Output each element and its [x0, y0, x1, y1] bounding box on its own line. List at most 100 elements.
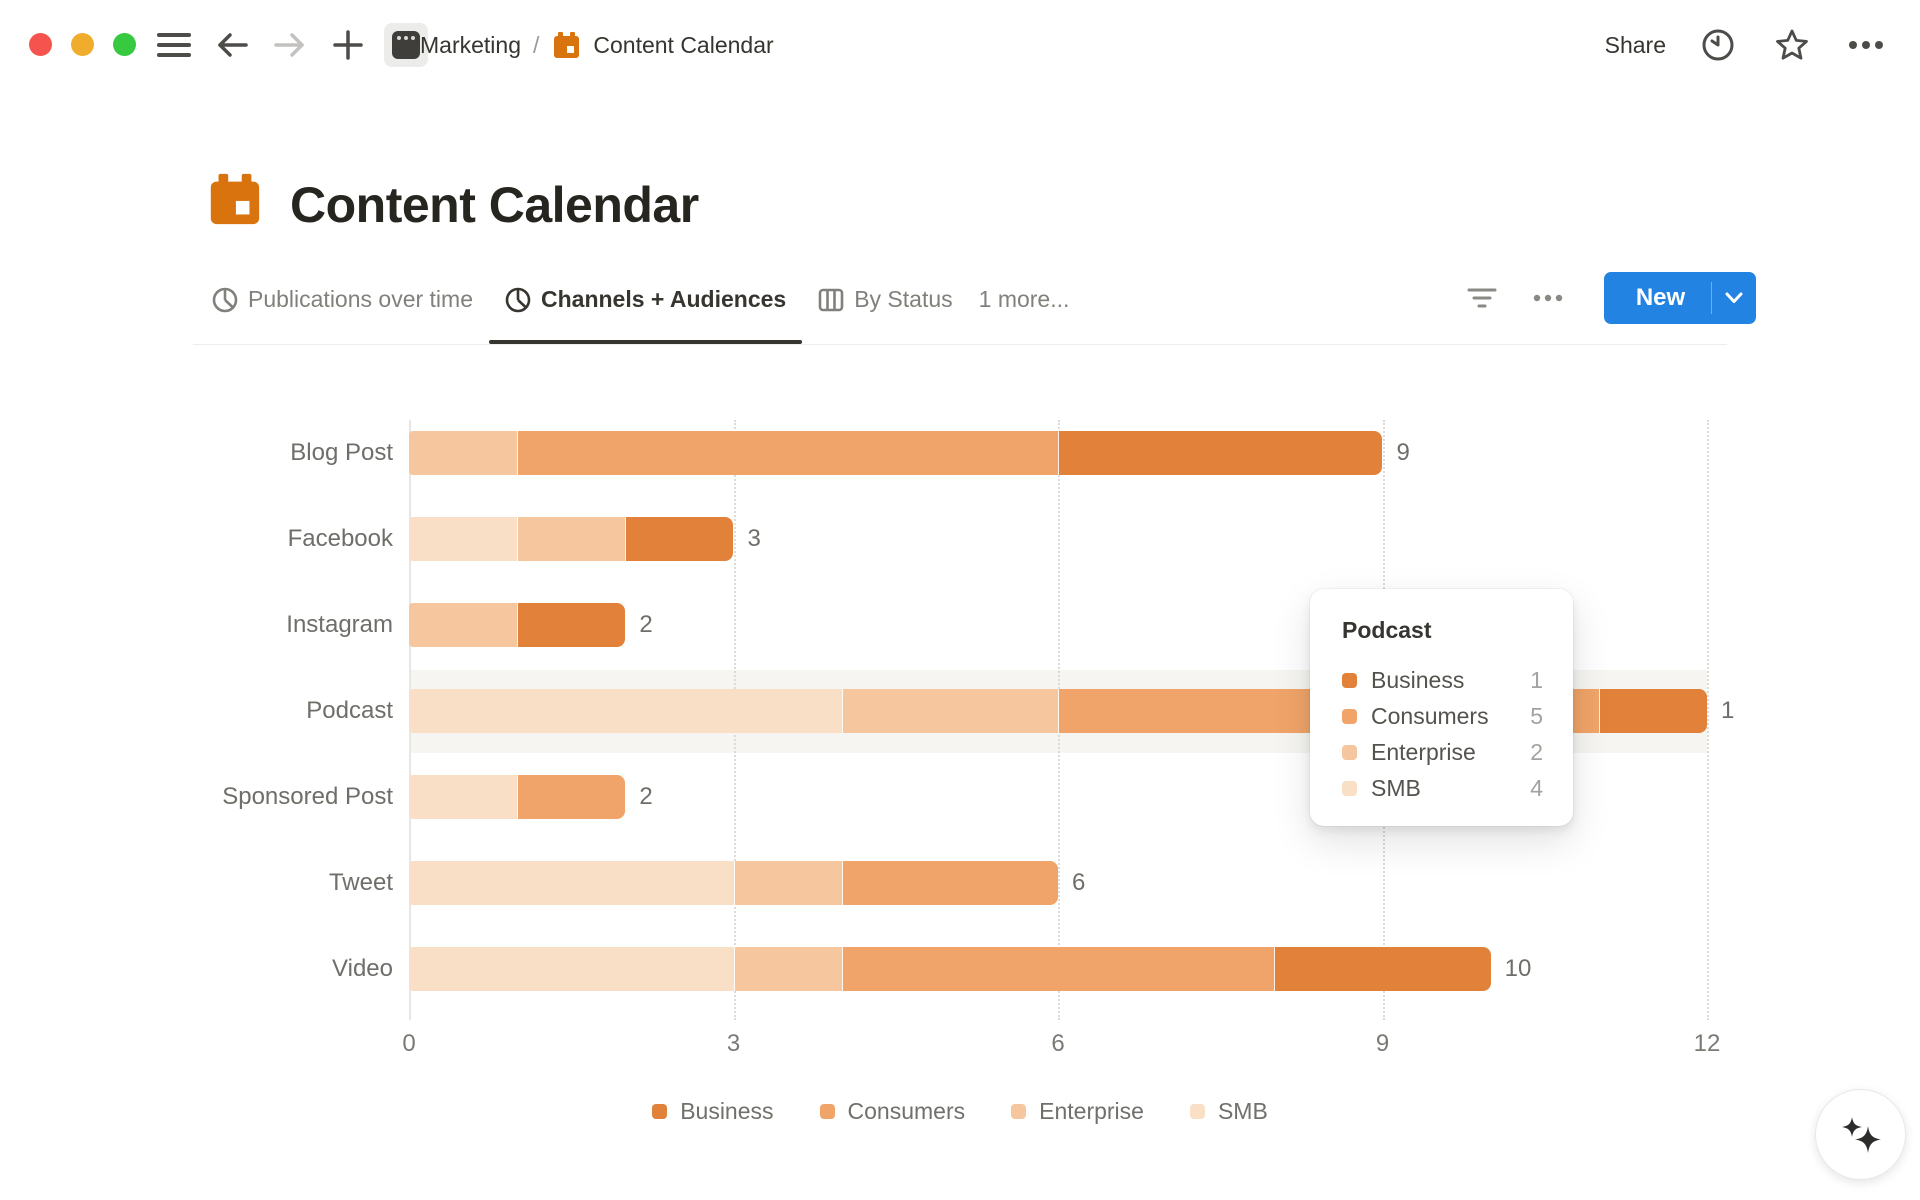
bar-segment-enterprise[interactable]	[733, 861, 842, 905]
series-swatch	[1342, 708, 1357, 724]
x-axis-tick: 0	[402, 1030, 416, 1057]
sidebar-menu-button[interactable]	[152, 23, 196, 67]
view-tabs: Publications over time Channels + Audien…	[196, 272, 1079, 344]
sparkles-icon	[1841, 1116, 1881, 1153]
bar-segment-enterprise[interactable]	[733, 947, 842, 991]
bar-value-label: 9	[1396, 439, 1410, 466]
bar-segment-business[interactable]	[1057, 431, 1383, 475]
bar-segment-business[interactable]	[1598, 689, 1707, 733]
breadcrumb-separator: /	[532, 31, 540, 58]
x-axis-tick: 3	[726, 1030, 741, 1057]
bar-video[interactable]	[409, 947, 1491, 991]
ai-assistant-button[interactable]	[1815, 1089, 1906, 1180]
bar-instagram[interactable]	[409, 603, 626, 647]
page-icon-button[interactable]	[205, 170, 263, 233]
bar-segment-consumers[interactable]	[841, 861, 1058, 905]
bar-segment-consumers[interactable]	[517, 775, 626, 819]
category-label: Tweet	[328, 869, 393, 896]
forward-button[interactable]	[268, 23, 312, 67]
bar-blog-post[interactable]	[409, 431, 1383, 475]
tab-publications-over-time[interactable]: Publications over time	[196, 272, 489, 327]
bar-segment-business[interactable]	[1274, 947, 1491, 991]
new-page-button[interactable]	[326, 23, 370, 67]
bar-segment-smb[interactable]	[409, 947, 734, 991]
legend-item-enterprise: Enterprise	[1011, 1098, 1144, 1125]
ellipsis-icon	[1849, 41, 1883, 49]
tooltip-series-label: SMB	[1371, 774, 1421, 801]
tooltip-title: Podcast	[1342, 617, 1432, 643]
bar-segment-consumers[interactable]	[517, 431, 1058, 475]
tooltip-row: Enterprise 2	[1342, 734, 1543, 770]
more-views-button[interactable]: 1 more...	[978, 286, 1070, 312]
legend-item-consumers: Consumers	[819, 1098, 966, 1125]
updates-button[interactable]	[1696, 23, 1740, 67]
gridline	[1707, 420, 1709, 1020]
close-window-icon[interactable]	[29, 33, 52, 56]
x-axis-tick: 6	[1051, 1030, 1065, 1057]
plus-icon	[333, 30, 363, 60]
breadcrumb: Marketing / Content Calendar	[420, 0, 774, 90]
bar-segment-consumers[interactable]	[841, 947, 1275, 991]
series-swatch	[1342, 672, 1357, 688]
tooltip-row: Consumers 5	[1342, 698, 1543, 734]
back-button[interactable]	[210, 23, 254, 67]
favorite-button[interactable]	[1770, 23, 1814, 67]
tooltip-series-value: 4	[1530, 774, 1543, 801]
bar-segment-enterprise[interactable]	[409, 431, 518, 475]
tab-label: Channels + Audiences	[541, 286, 787, 312]
more-options-button[interactable]	[1844, 23, 1888, 67]
bar-segment-smb[interactable]	[409, 517, 518, 561]
series-swatch	[1342, 780, 1357, 796]
bar-sponsored-post[interactable]	[409, 775, 626, 819]
workspace-icon-button[interactable]	[384, 23, 428, 67]
tab-label: By Status	[854, 286, 953, 312]
series-swatch	[819, 1104, 835, 1119]
bar-segment-smb[interactable]	[409, 689, 842, 733]
bar-value-label: 6	[1072, 869, 1086, 896]
zoom-window-icon[interactable]	[113, 33, 136, 56]
filter-icon	[1467, 288, 1497, 308]
chart-legend: Business Consumers Enterprise SMB	[0, 1098, 1920, 1125]
ellipsis-icon	[1533, 294, 1563, 302]
bar-segment-smb[interactable]	[409, 775, 518, 819]
bar-segment-enterprise[interactable]	[409, 603, 518, 647]
bar-segment-enterprise[interactable]	[841, 689, 1058, 733]
filter-button[interactable]	[1460, 276, 1504, 320]
bar-segment-business[interactable]	[625, 517, 734, 561]
view-options-button[interactable]	[1526, 276, 1570, 320]
bar-value-label: 2	[639, 611, 653, 638]
new-button[interactable]: New	[1604, 272, 1756, 324]
bar-segment-enterprise[interactable]	[517, 517, 626, 561]
series-swatch	[652, 1104, 668, 1119]
bar-segment-business[interactable]	[517, 603, 626, 647]
legend-label: Enterprise	[1039, 1098, 1144, 1124]
tooltip-series-value: 1	[1530, 666, 1543, 693]
new-dropdown-button[interactable]	[1712, 292, 1756, 304]
bar-tweet[interactable]	[409, 861, 1058, 905]
legend-item-smb: SMB	[1189, 1098, 1268, 1125]
breadcrumb-page[interactable]: Content Calendar	[593, 31, 774, 58]
tooltip-series-value: 5	[1530, 702, 1543, 729]
tab-channels-audiences[interactable]: Channels + Audiences	[489, 272, 803, 344]
legend-label: Consumers	[847, 1098, 966, 1124]
share-button[interactable]: Share	[1604, 31, 1666, 58]
breadcrumb-workspace[interactable]: Marketing	[420, 31, 521, 58]
tab-by-status[interactable]: By Status	[802, 272, 968, 327]
page-title[interactable]: Content Calendar	[290, 177, 699, 233]
tooltip-series-label: Consumers	[1371, 702, 1489, 729]
pie-chart-icon	[505, 287, 531, 312]
legend-label: SMB	[1217, 1098, 1268, 1124]
tooltip-series-label: Enterprise	[1371, 738, 1476, 765]
minimize-window-icon[interactable]	[71, 33, 94, 56]
tooltip-row: Business 1	[1342, 662, 1543, 698]
calendar-icon	[554, 32, 580, 58]
category-label: Facebook	[287, 525, 393, 552]
bar-facebook[interactable]	[409, 517, 734, 561]
series-swatch	[1011, 1104, 1027, 1119]
new-button-divider	[1711, 282, 1712, 314]
bar-segment-smb[interactable]	[409, 861, 734, 905]
chart-tooltip: Podcast Business 1 Consumers 5 Enterpris…	[1310, 589, 1573, 826]
bar-value-label: 10	[1504, 955, 1532, 982]
board-icon	[818, 288, 844, 311]
